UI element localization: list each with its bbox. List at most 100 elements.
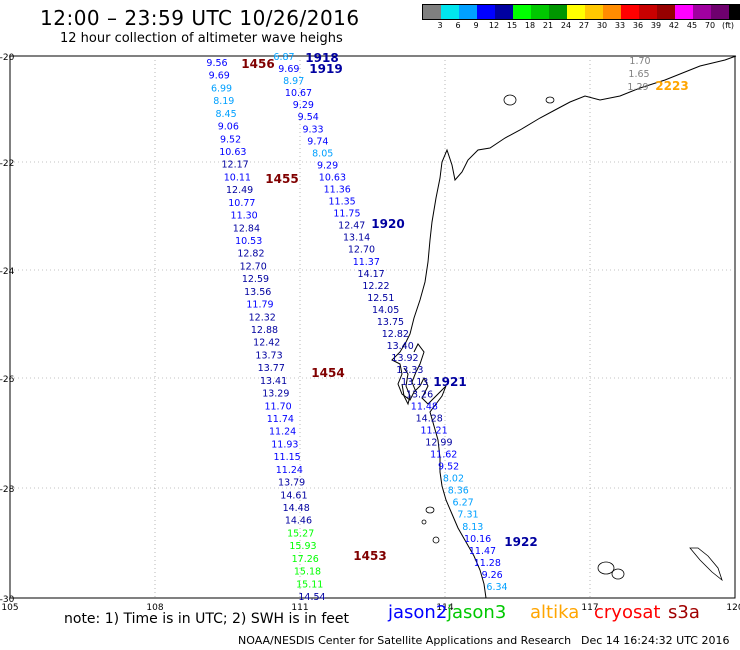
track-value-west: 12.49 <box>226 185 253 196</box>
track-value-east: 11.75 <box>333 209 360 220</box>
track-value-east: 10.63 <box>319 172 346 183</box>
track-value-east: 9.74 <box>307 136 328 147</box>
latitude-label: -30 <box>0 595 15 605</box>
note-text: note: 1) Time is in UTC; 2) SWH is in fe… <box>64 611 350 627</box>
track-value-east: 9.52 <box>438 462 459 473</box>
longitude-label: 114 <box>436 603 453 613</box>
track-value-east: 13.13 <box>401 377 428 388</box>
track-value-east: 8.02 <box>443 474 464 485</box>
track-value-west: 9.52 <box>220 134 241 145</box>
track-value-west: 12.17 <box>221 160 248 171</box>
track-value-west: 12.59 <box>242 274 269 285</box>
longitude-label: 117 <box>581 603 598 613</box>
track-value-west: 11.15 <box>274 452 301 463</box>
track-value-west: 15.11 <box>296 579 323 590</box>
track-value-west: 13.77 <box>258 363 285 374</box>
track-value-west: 12.82 <box>237 249 264 260</box>
track-value-east: 8.97 <box>283 76 304 87</box>
colorbar-tick-label: 30 <box>596 21 608 30</box>
track-value-east: 8.13 <box>462 522 483 533</box>
pass-time-label: 1454 <box>311 366 344 380</box>
colorbar-swatch <box>639 5 657 19</box>
colorbar-tick-label: 70 <box>704 21 716 30</box>
island <box>421 519 427 525</box>
swh-colorbar <box>422 4 740 20</box>
track-value-east: 7.31 <box>457 510 478 521</box>
track-value-east: 6.27 <box>453 498 474 509</box>
track-value-west: 6.99 <box>211 83 232 94</box>
track-value-east: 9.26 <box>482 570 503 581</box>
pass-time-label: 1920 <box>371 217 404 231</box>
latitude-label: -22 <box>0 159 14 169</box>
island <box>597 561 615 575</box>
coast-inlet <box>689 547 723 582</box>
track-value-east: 11.28 <box>474 558 501 569</box>
footer-timestamp: Dec 14 16:24:32 UTC 2016 <box>581 634 730 647</box>
latitude-label: -26 <box>0 375 15 385</box>
colorbar-swatch <box>693 5 711 19</box>
track-value-west: 13.41 <box>260 376 287 387</box>
track-value-west: 11.24 <box>276 465 303 476</box>
colorbar-tick-label: (ft) <box>721 21 735 30</box>
track-value-east: 9.29 <box>317 160 338 171</box>
latitude-label: -20 <box>0 53 15 63</box>
track-value-west: 11.79 <box>246 300 273 311</box>
track-value-east: 10.16 <box>464 534 491 545</box>
track-value-east: 11.48 <box>411 401 438 412</box>
colorbar-swatch <box>711 5 729 19</box>
track-value-east: 13.26 <box>406 389 433 400</box>
track-value-west: 13.29 <box>262 389 289 400</box>
latitude-label: -28 <box>0 485 15 495</box>
track-value-altika: 1.65 <box>628 69 649 80</box>
colorbar-tick-label: 15 <box>506 21 518 30</box>
track-value-east: 9.54 <box>298 112 319 123</box>
track-value-west: 15.27 <box>287 528 314 539</box>
track-value-east: 13.40 <box>387 341 414 352</box>
track-value-west: 9.69 <box>209 71 230 82</box>
longitude-label: 108 <box>146 603 163 613</box>
colorbar-tick-label: 21 <box>542 21 554 30</box>
colorbar-tick-label: 39 <box>650 21 662 30</box>
track-value-east: 10.67 <box>285 88 312 99</box>
colorbar-tick-label: 45 <box>686 21 698 30</box>
track-value-east: 9.69 <box>278 64 299 75</box>
colorbar-tick-label: 24 <box>560 21 572 30</box>
page-subtitle: 12 hour collection of altimeter wave hei… <box>60 31 343 46</box>
track-value-west: 11.93 <box>271 439 298 450</box>
track-value-east: 8.36 <box>448 486 469 497</box>
track-value-west: 14.48 <box>283 503 310 514</box>
colorbar-tick-label: 9 <box>473 21 479 30</box>
colorbar-swatch <box>423 5 441 19</box>
track-value-east: 14.05 <box>372 305 399 316</box>
track-value-west: 11.74 <box>267 414 294 425</box>
pass-time-label: 1453 <box>353 549 386 563</box>
track-value-west: 14.46 <box>285 516 312 527</box>
colorbar-labels: 3 6 9 12 15 18 21 24 27 30 33 36 39 42 45 70 (ft) <box>422 21 735 33</box>
track-value-east: 9.33 <box>302 124 323 135</box>
track-value-east: 11.37 <box>353 257 380 268</box>
footer-credit: NOAA/NESDIS Center for Satellite Applica… <box>238 634 572 647</box>
colorbar-tick-label: 27 <box>578 21 590 30</box>
track-value-west: 12.84 <box>233 223 260 234</box>
map-frame <box>9 55 736 599</box>
colorbar-swatch <box>585 5 603 19</box>
latitude-label: -24 <box>0 267 15 277</box>
track-value-west: 12.42 <box>253 338 280 349</box>
track-value-east: 14.17 <box>358 269 385 280</box>
track-value-east: 12.70 <box>348 245 375 256</box>
track-value-east: 11.62 <box>430 450 457 461</box>
colorbar-tick-label: 3 <box>437 21 443 30</box>
track-value-west: 8.19 <box>213 96 234 107</box>
mission-label-altika: altika <box>530 602 580 623</box>
track-value-west: 10.11 <box>224 172 251 183</box>
coastline <box>391 55 737 599</box>
track-value-east: 11.35 <box>328 197 355 208</box>
colorbar-swatch <box>603 5 621 19</box>
track-value-east: 11.21 <box>420 425 447 436</box>
colorbar-swatch <box>657 5 675 19</box>
shark-bay-coast <box>411 343 425 393</box>
track-value-east: 6.34 <box>486 582 507 593</box>
track-value-east: 11.36 <box>324 185 351 196</box>
track-value-east: 12.22 <box>362 281 389 292</box>
